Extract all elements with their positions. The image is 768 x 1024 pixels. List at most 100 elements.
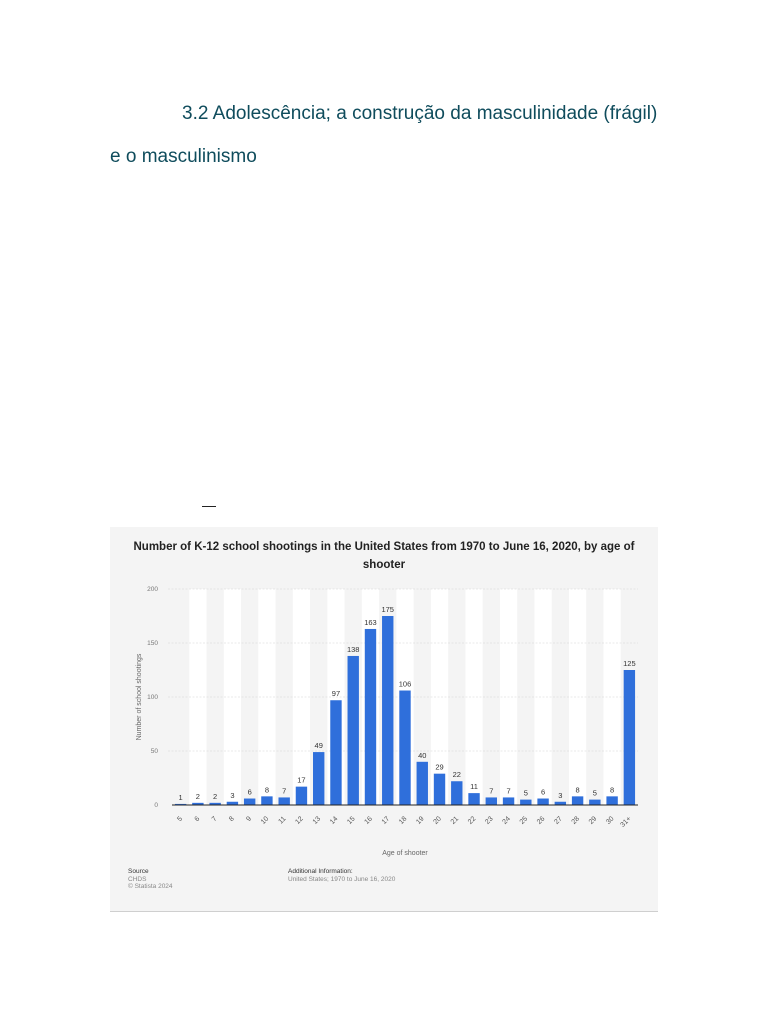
bar — [243, 798, 256, 805]
x-tick-label: 6 — [194, 815, 202, 823]
x-tick-label: 20 — [432, 815, 443, 826]
dash-mark — [202, 506, 216, 507]
bar — [261, 796, 273, 805]
data-label: 7 — [282, 786, 286, 795]
bar — [416, 761, 428, 805]
y-axis-label: Number of school shootings — [136, 653, 143, 740]
bar — [433, 773, 446, 805]
bar — [537, 798, 549, 805]
bar — [554, 801, 567, 805]
x-tick-label: 27 — [553, 815, 564, 826]
bar — [174, 803, 187, 805]
x-tick-label: 12 — [294, 815, 305, 826]
bar — [468, 793, 480, 805]
data-label: 7 — [506, 786, 510, 795]
y-tick-label: 150 — [147, 640, 158, 647]
bar — [399, 690, 411, 805]
x-tick-label: 10 — [260, 815, 271, 826]
bar — [330, 700, 342, 805]
x-tick-label: 26 — [536, 815, 547, 826]
x-tick-label: 18 — [398, 815, 409, 826]
data-label: 8 — [265, 785, 269, 794]
data-label: 106 — [399, 680, 412, 689]
data-label: 138 — [347, 645, 360, 654]
data-label: 6 — [248, 788, 252, 797]
data-label: 163 — [364, 618, 377, 627]
chart-figure: Number of K-12 school shootings in the U… — [110, 527, 658, 912]
bar — [209, 802, 221, 805]
bar — [295, 786, 308, 805]
additional-info-text: United States; 1970 to June 16, 2020 — [288, 875, 396, 883]
bar — [278, 797, 290, 805]
x-tick-label: 22 — [467, 815, 478, 826]
y-tick-label: 200 — [147, 586, 158, 593]
y-tick-label: 100 — [147, 694, 158, 701]
x-tick-label: 29 — [588, 815, 599, 826]
data-label: 40 — [418, 751, 426, 760]
chart-title: Number of K-12 school shootings in the U… — [133, 541, 635, 571]
data-label: 7 — [489, 786, 493, 795]
data-label: 8 — [610, 785, 614, 794]
data-label: 29 — [435, 763, 443, 772]
x-tick-label: 15 — [346, 815, 357, 826]
x-tick-label: 23 — [484, 815, 495, 826]
data-label: 175 — [381, 605, 394, 614]
bar — [485, 797, 497, 805]
y-tick-label: 0 — [154, 802, 158, 809]
bar — [364, 628, 377, 805]
x-tick-label: 16 — [363, 815, 374, 826]
bar — [502, 797, 515, 805]
bar — [313, 752, 325, 805]
data-label: 17 — [297, 776, 305, 785]
section-heading: 3.2 Adolescência; a construção da mascul… — [110, 103, 658, 167]
additional-info-block: Additional Information: United States; 1… — [288, 868, 395, 883]
data-label: 97 — [332, 689, 340, 698]
data-label: 8 — [576, 785, 580, 794]
data-label: 49 — [315, 741, 323, 750]
x-tick-label: 31+ — [619, 815, 632, 828]
x-tick-label: 24 — [502, 815, 513, 826]
x-tick-label: 19 — [415, 815, 426, 826]
bar — [571, 796, 584, 805]
bar — [520, 799, 532, 805]
x-tick-label: 30 — [605, 815, 616, 826]
source-line: © Statista 2024 — [128, 883, 173, 890]
bar — [589, 799, 601, 805]
x-tick-label: 28 — [571, 815, 582, 826]
x-tick-label: 17 — [381, 815, 392, 826]
bar — [623, 670, 636, 805]
bar — [192, 802, 204, 805]
data-label: 11 — [470, 782, 478, 791]
bar — [382, 616, 394, 805]
source-line: CHDS — [128, 875, 147, 883]
data-label: 2 — [196, 792, 200, 801]
x-tick-label: 13 — [312, 815, 323, 826]
bar — [606, 796, 618, 805]
x-tick-label: 7 — [211, 815, 219, 823]
bar-chart: 0501001502001526273869810711171249139714… — [136, 586, 638, 857]
data-label: 6 — [541, 788, 545, 797]
source-block: Source CHDS © Statista 2024 — [128, 868, 173, 891]
additional-info-heading: Additional Information: — [288, 868, 353, 875]
data-label: 3 — [558, 791, 562, 800]
x-tick-label: 8 — [228, 815, 236, 823]
bar — [226, 801, 239, 805]
bar — [451, 781, 463, 805]
data-label: 5 — [524, 789, 528, 798]
data-label: 125 — [623, 659, 636, 668]
x-tick-label: 9 — [245, 815, 253, 823]
y-tick-label: 50 — [151, 748, 159, 755]
x-tick-label: 25 — [519, 815, 530, 826]
data-label: 2 — [213, 792, 217, 801]
data-label: 22 — [453, 770, 461, 779]
data-label: 1 — [179, 793, 183, 802]
x-tick-label: 5 — [176, 815, 184, 823]
x-tick-label: 11 — [278, 815, 288, 825]
data-label: 5 — [593, 789, 597, 798]
x-tick-label: 21 — [450, 815, 461, 826]
bar — [347, 655, 359, 805]
x-tick-label: 14 — [329, 815, 340, 826]
data-label: 3 — [230, 791, 234, 800]
source-heading: Source — [128, 868, 149, 875]
x-axis-label: Age of shooter — [382, 850, 428, 857]
